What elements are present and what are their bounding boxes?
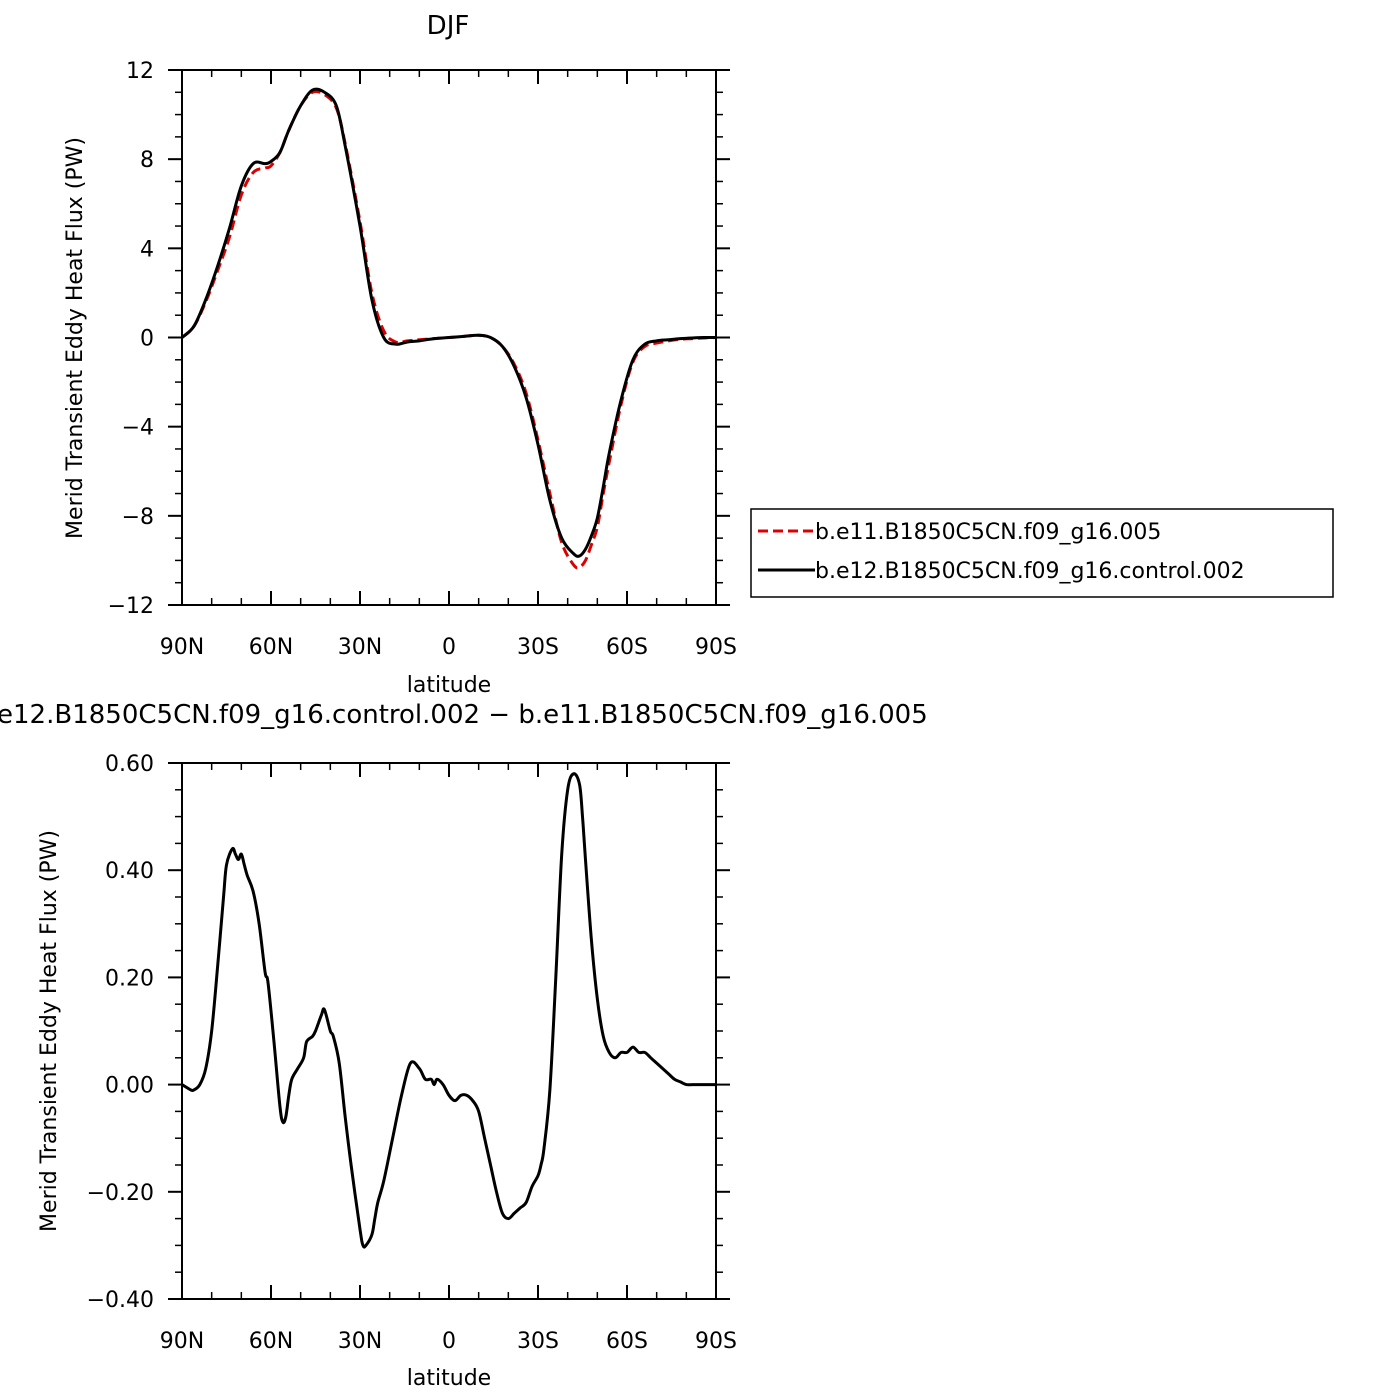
legend-box xyxy=(750,508,1334,598)
bottom-plot-frame xyxy=(181,762,717,1300)
bottom-x-tick-label: 90N xyxy=(160,1329,204,1354)
bottom-x-tick-label: 30N xyxy=(338,1329,382,1354)
bottom-y-tick-label: −0.20 xyxy=(87,1181,154,1206)
bottom-chart: b.e12.B1850C5CN.f09_g16.control.002 − b.… xyxy=(0,700,928,1391)
top-y-tick-label: 4 xyxy=(140,237,154,262)
bottom-chart-title: b.e12.B1850C5CN.f09_g16.control.002 − b.… xyxy=(0,700,928,730)
bottom-y-axis-label: Merid Transient Eddy Heat Flux (PW) xyxy=(37,830,62,1232)
bottom-y-tick-label: −0.40 xyxy=(87,1288,154,1313)
top-y-tick-label: −4 xyxy=(122,416,154,441)
top-y-tick-label: 8 xyxy=(140,148,154,173)
top-x-tick-label: 30S xyxy=(517,635,559,660)
legend-entry-e12: b.e12.B1850C5CN.f09_g16.control.002 xyxy=(815,559,1245,584)
bottom-series-line-1 xyxy=(181,772,716,1249)
top-series-line-2 xyxy=(180,87,717,558)
legend: b.e11.B1850C5CN.f09_g16.005 b.e12.B1850C… xyxy=(750,508,1334,598)
top-x-tick-label: 90S xyxy=(695,635,737,660)
top-axis-ticks: 90N 60N 30N 0 30S 60S 90S 12 8 4 0 −4 −8 −12 xyxy=(108,59,737,660)
bottom-y-tick-label: 0.40 xyxy=(105,859,154,884)
bottom-y-tick-label: 0.00 xyxy=(105,1074,154,1099)
bottom-series-lines xyxy=(181,772,716,1249)
top-y-tick-label: −12 xyxy=(108,594,154,619)
top-y-tick-label: −8 xyxy=(122,505,154,530)
top-y-axis-label: Merid Transient Eddy Heat Flux (PW) xyxy=(63,137,88,539)
bottom-x-tick-label: 0 xyxy=(442,1329,456,1354)
top-plot-frame xyxy=(181,69,717,606)
top-x-tick-label: 0 xyxy=(442,635,456,660)
bottom-x-tick-label: 60N xyxy=(249,1329,293,1354)
bottom-x-tick-label: 60S xyxy=(606,1329,648,1354)
top-x-tick-label: 60S xyxy=(606,635,648,660)
top-chart-title: DJF xyxy=(427,11,470,41)
top-series-lines xyxy=(180,87,717,570)
legend-entry-e11: b.e11.B1850C5CN.f09_g16.005 xyxy=(815,520,1161,545)
bottom-y-tick-label: 0.20 xyxy=(105,966,154,991)
top-chart: DJF Merid Transient Eddy Heat Flux (PW) … xyxy=(63,11,1334,698)
top-x-tick-label: 60N xyxy=(249,635,293,660)
top-x-tick-label: 90N xyxy=(160,635,204,660)
top-y-tick-label: 0 xyxy=(140,327,154,352)
top-y-tick-label: 12 xyxy=(126,59,154,84)
bottom-x-tick-label: 30S xyxy=(517,1329,559,1354)
bottom-x-tick-label: 90S xyxy=(695,1329,737,1354)
top-x-tick-label: 30N xyxy=(338,635,382,660)
bottom-x-axis-label: latitude xyxy=(407,1366,491,1391)
bottom-y-tick-label: 0.60 xyxy=(105,752,154,777)
top-x-axis-label: latitude xyxy=(407,673,491,698)
bottom-axis-ticks: 90N 60N 30N 0 30S 60S 90S 0.60 0.40 0.20 0.00 −0.20… xyxy=(87,752,737,1354)
